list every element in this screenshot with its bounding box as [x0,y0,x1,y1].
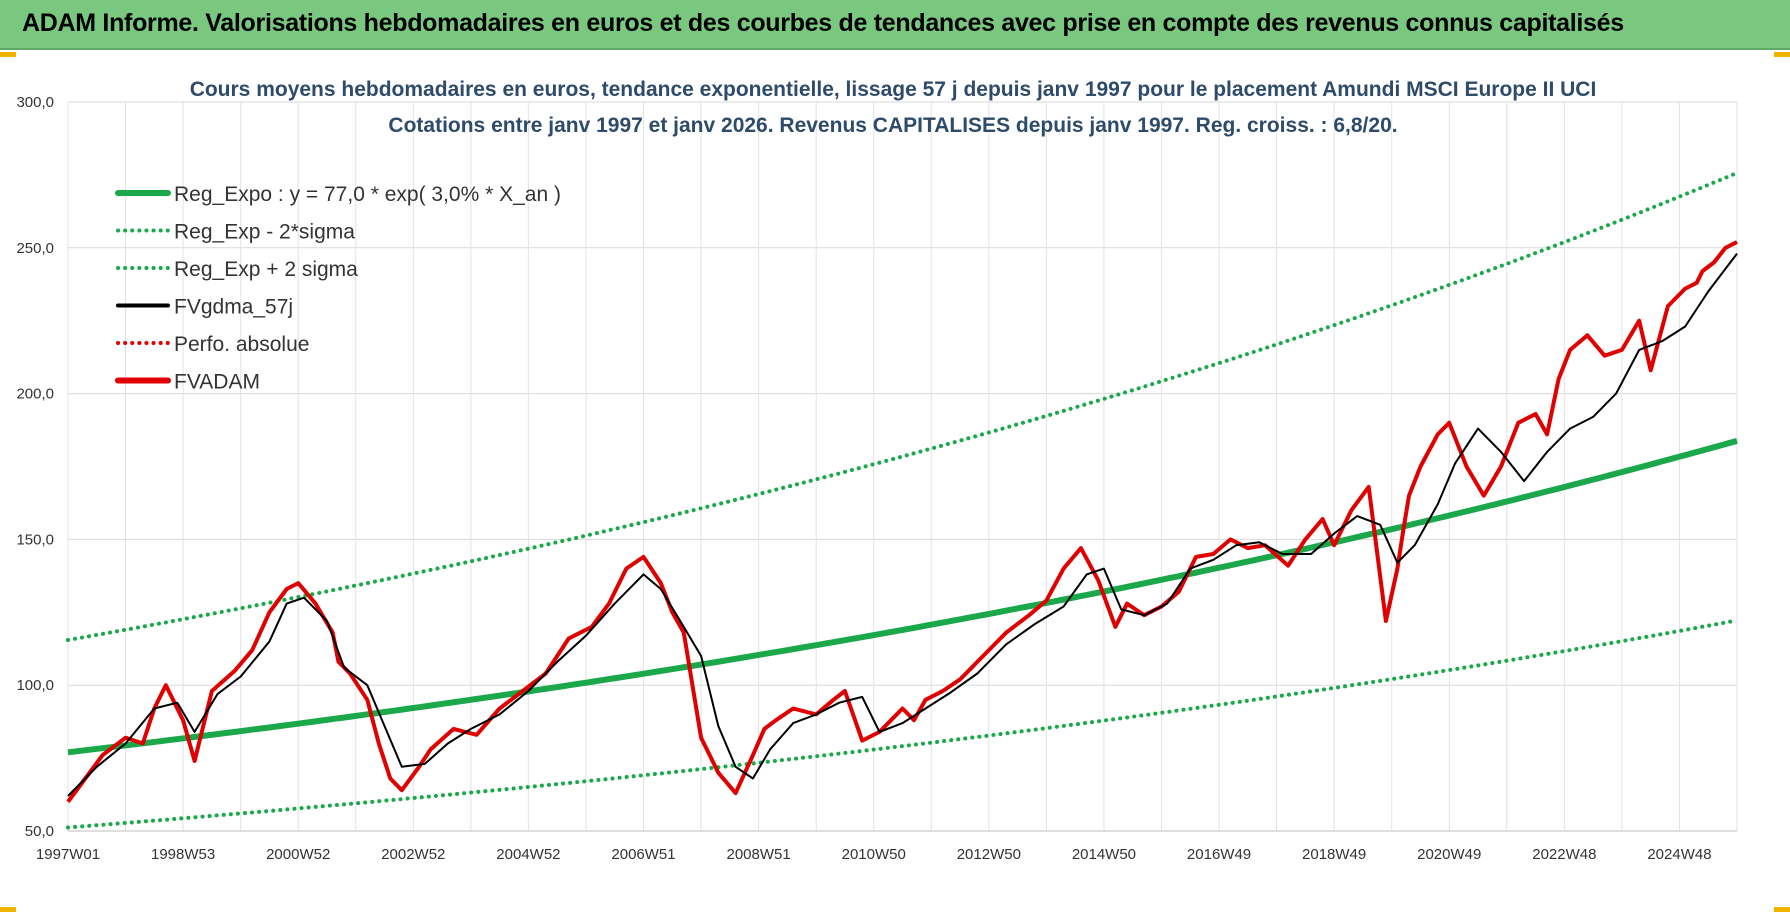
series-fvadam [66,240,1738,803]
legend-label: FVADAM [174,371,260,394]
legend-label: Perfo. absolue [174,333,309,356]
x-tick-label: 2002W52 [381,846,445,863]
report-banner: ADAM Informe. Valorisations hebdomadaire… [0,0,1790,50]
y-tick-label: 150,0 [16,531,54,548]
x-tick-label: 2000W52 [266,846,330,863]
chart-grid [67,101,1738,832]
frame-corner-bottom-right [1774,907,1790,912]
frame-corner-bottom-left [0,907,16,912]
chart-frame [0,52,1790,912]
x-axis-ticks: 1997W01 1998W53 2000W52 2002W52 2004W52 2006W… [36,846,1712,863]
x-tick-label: 2014W50 [1072,846,1136,863]
series-reg-exp-minus-2-sigma [66,618,1739,830]
y-tick-label: 300,0 [16,94,54,111]
x-tick-label: 2016W49 [1187,846,1251,863]
frame-corner-top-right [1774,52,1790,57]
series-reg-expo [67,438,1738,756]
x-tick-label: 1997W01 [36,846,100,863]
series-fvgdma-57j [67,252,1738,797]
chart-series [66,170,1739,830]
x-tick-label: 2024W48 [1647,846,1711,863]
chart-title-line1: Cours moyens hebdomadaires en euros, ten… [190,78,1597,101]
y-tick-label: 200,0 [16,386,54,403]
x-tick-label: 2022W48 [1532,846,1596,863]
chart-title-line2: Cotations entre janv 1997 et janv 2026. … [388,114,1397,137]
x-tick-label: 2008W51 [727,846,791,863]
y-tick-label: 100,0 [16,677,54,694]
x-tick-label: 2020W49 [1417,846,1481,863]
x-tick-label: 2018W49 [1302,846,1366,863]
y-tick-label: 50,0 [25,823,54,840]
y-axis-ticks: 50,0 100,0 150,0 200,0 250,0 300,0 [16,94,54,840]
legend-label: FVgdma_57j [174,296,293,319]
legend-label: Reg_Exp + 2 sigma [174,258,358,281]
x-tick-label: 2006W51 [611,846,675,863]
x-tick-label: 1998W53 [151,846,215,863]
legend-label: Reg_Exp - 2*sigma [174,221,355,244]
series-reg-exp-plus-2-sigma [66,170,1739,642]
legend-label: Reg_Expo : y = 77,0 * exp( 3,0% * X_an ) [174,183,561,206]
y-tick-label: 250,0 [16,240,54,257]
report-title: ADAM Informe. Valorisations hebdomadaire… [22,9,1624,37]
x-tick-label: 2010W50 [842,846,906,863]
x-tick-label: 2012W50 [957,846,1021,863]
chart-legend: Reg_Expo : y = 77,0 * exp( 3,0% * X_an )… [115,183,561,394]
frame-corner-top-left [0,52,16,57]
x-tick-label: 2004W52 [496,846,560,863]
